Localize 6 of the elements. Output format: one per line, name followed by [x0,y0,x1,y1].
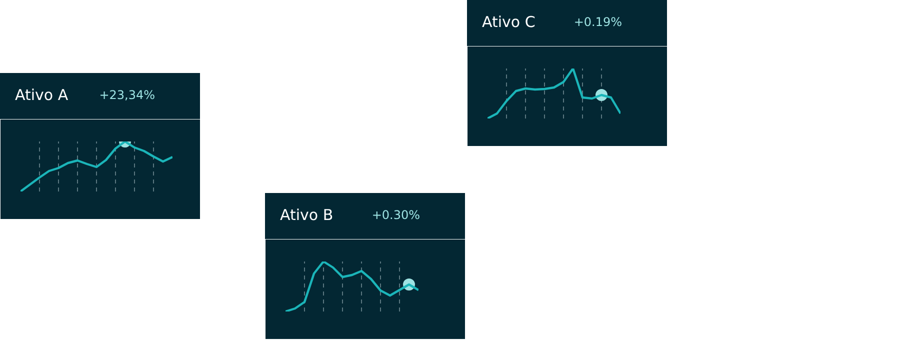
chart-title: Ativo A [15,85,68,106]
text: +23,34% [99,87,155,104]
text: +0.19% [574,14,622,31]
text: +0.30% [372,207,420,224]
chart-title: Ativo C [482,12,536,33]
chart-title: Ativo B [280,205,334,226]
